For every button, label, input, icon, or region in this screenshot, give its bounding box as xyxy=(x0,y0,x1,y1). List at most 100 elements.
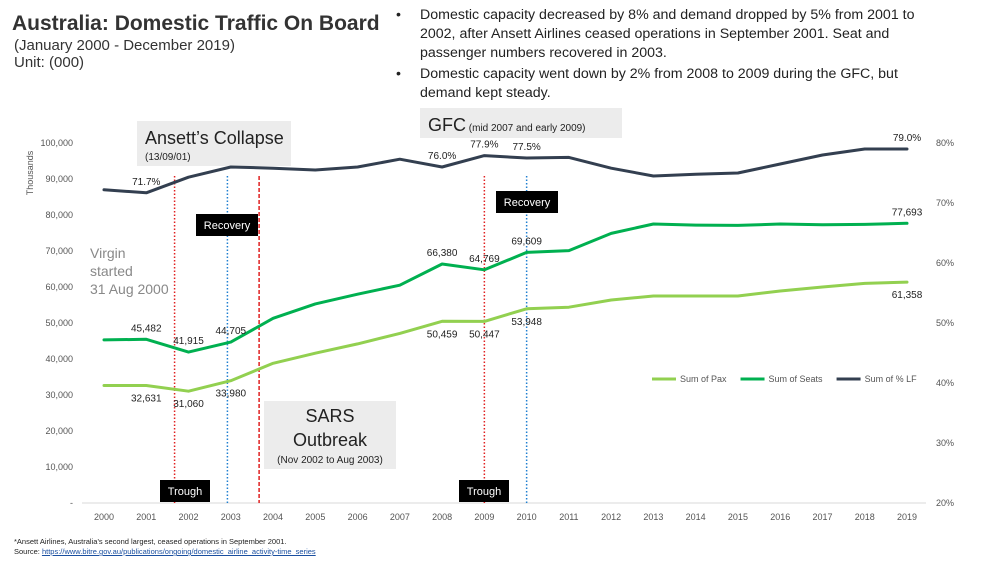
page-title: Australia: Domestic Traffic On Board xyxy=(12,12,380,35)
source-label: Source: xyxy=(14,547,42,556)
data-label: 61,358 xyxy=(892,290,923,301)
x-tick-label: 2002 xyxy=(179,512,199,522)
data-label: 71.7% xyxy=(132,177,160,188)
trough-annotation-label: Trough xyxy=(168,486,202,498)
x-tick-label: 2018 xyxy=(855,512,875,522)
y-tick-label: 90,000 xyxy=(45,174,73,184)
legend-label: Sum of Pax xyxy=(680,374,727,384)
data-label: 77.9% xyxy=(470,140,498,151)
x-tick-label: 2010 xyxy=(517,512,537,522)
data-label: 76.0% xyxy=(428,151,456,162)
data-label: 79.0% xyxy=(893,133,921,144)
x-tick-label: 2008 xyxy=(432,512,452,522)
trough-annotation-label: Trough xyxy=(467,486,501,498)
virgin-annotation-line: Virgin xyxy=(90,245,126,261)
bullet-icon: • xyxy=(396,7,401,23)
data-label: 66,380 xyxy=(427,248,458,259)
commentary-text: Domestic capacity decreased by 8% and de… xyxy=(420,7,915,61)
x-tick-label: 2014 xyxy=(686,512,706,522)
data-label: 32,631 xyxy=(131,394,162,405)
y2-tick-label: 30% xyxy=(936,438,954,448)
data-label: 44,705 xyxy=(215,326,246,337)
gfc-annotation-box xyxy=(420,108,622,138)
sars-annotation-box xyxy=(264,401,396,469)
y-tick-label: 80,000 xyxy=(45,210,73,220)
x-tick-label: 2004 xyxy=(263,512,283,522)
recovery-annotation-box xyxy=(496,191,558,213)
y-tick-label: 50,000 xyxy=(45,318,73,328)
sars-annotation-line: SARS xyxy=(305,406,354,426)
series-line xyxy=(102,147,909,195)
trough-annotation-box xyxy=(459,480,509,502)
y2-tick-label: 70% xyxy=(936,198,954,208)
series-line xyxy=(102,221,909,354)
x-tick-label: 2009 xyxy=(474,512,494,522)
commentary-item: • Domestic capacity decreased by 8% and d… xyxy=(393,6,953,63)
data-label: 64,769 xyxy=(469,254,500,265)
data-label: 77.5% xyxy=(512,142,540,153)
bullet-icon: • xyxy=(396,66,401,82)
period-subtitle: (January 2000 - December 2019) xyxy=(14,37,235,54)
x-tick-label: 2003 xyxy=(221,512,241,522)
recovery-annotation-box xyxy=(196,214,258,236)
ansett-annotation-box xyxy=(137,121,291,166)
legend-label: Sum of Seats xyxy=(769,374,824,384)
x-tick-label: 2016 xyxy=(770,512,790,522)
y2-tick-label: 40% xyxy=(936,378,954,388)
x-tick-label: 2006 xyxy=(348,512,368,522)
data-label: 31,060 xyxy=(173,399,204,410)
y-tick-label: 10,000 xyxy=(45,462,73,472)
commentary-list: • Domestic capacity decreased by 8% and d… xyxy=(393,6,953,105)
source-link[interactable]: https://www.bitre.gov.au/publications/on… xyxy=(41,547,316,556)
sars-annotation-dates: (Nov 2002 to Aug 2003) xyxy=(277,455,383,466)
y-tick-label: 70,000 xyxy=(45,246,73,256)
x-tick-label: 2001 xyxy=(136,512,156,522)
y2-tick-label: 50% xyxy=(936,318,954,328)
data-label: 53,948 xyxy=(511,317,542,328)
y-tick-label: 40,000 xyxy=(45,354,73,364)
x-tick-label: 2019 xyxy=(897,512,917,522)
data-label: 50,459 xyxy=(427,329,458,340)
virgin-annotation-line: 31 Aug 2000 xyxy=(90,281,169,297)
traffic-chart: - 10,000 20,000 30,000 40,000 50,000 60,000 70,… xyxy=(25,108,954,522)
sars-annotation-line: Outbreak xyxy=(293,430,368,450)
data-label: 33,980 xyxy=(215,389,246,400)
y2-tick-label: 80% xyxy=(936,138,954,148)
gfc-annotation-text: GFC (mid 2007 and early 2009) xyxy=(428,115,586,135)
recovery-annotation-label: Recovery xyxy=(204,220,251,232)
y-tick-label: 20,000 xyxy=(45,426,73,436)
gfc-annotation-note: (mid 2007 and early 2009) xyxy=(466,123,586,134)
legend-label: Sum of % LF xyxy=(865,374,918,384)
y-axis-title: Thousands xyxy=(25,150,35,195)
commentary-text: Domestic capacity went down by 2% from 2… xyxy=(420,66,898,101)
ansett-annotation-title: Ansett’s Collapse xyxy=(145,128,284,148)
gfc-annotation-title: GFC xyxy=(428,115,466,135)
trough-annotation-box xyxy=(160,480,210,502)
unit-subtitle: Unit: (000) xyxy=(14,54,85,71)
commentary-item: • Domestic capacity went down by 2% from … xyxy=(393,65,953,103)
virgin-annotation-line: started xyxy=(90,263,133,279)
y2-tick-label: 60% xyxy=(936,258,954,268)
x-tick-label: 2005 xyxy=(305,512,325,522)
series-line xyxy=(102,280,909,393)
y-tick-label: 60,000 xyxy=(45,282,73,292)
data-label: 69,609 xyxy=(511,236,542,247)
x-tick-label: 2007 xyxy=(390,512,410,522)
footnote: *Ansett Airlines, Australia’s second lar… xyxy=(14,537,287,546)
recovery-annotation-label: Recovery xyxy=(504,197,551,209)
ansett-annotation-date: (13/09/01) xyxy=(145,152,191,163)
y2-tick-label: 20% xyxy=(936,498,954,508)
source-line: Source: https://www.bitre.gov.au/publica… xyxy=(14,547,316,556)
x-tick-label: 2017 xyxy=(812,512,832,522)
data-label: 50,447 xyxy=(469,329,500,340)
data-label: 41,915 xyxy=(173,336,204,347)
x-tick-label: 2015 xyxy=(728,512,748,522)
x-tick-label: 2013 xyxy=(643,512,663,522)
y-tick-label: 30,000 xyxy=(45,390,73,400)
x-tick-label: 2000 xyxy=(94,512,114,522)
x-tick-label: 2012 xyxy=(601,512,621,522)
data-label: 77,693 xyxy=(892,207,923,218)
y-tick-label: - xyxy=(70,498,73,508)
x-tick-label: 2011 xyxy=(559,512,578,522)
data-label: 45,482 xyxy=(131,323,162,334)
